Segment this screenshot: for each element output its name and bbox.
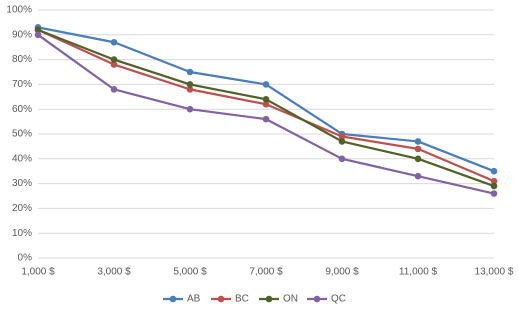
legend-label: QC [331, 294, 346, 305]
data-point [414, 172, 422, 180]
y-tick-label: 0% [18, 253, 33, 264]
data-point [414, 155, 422, 163]
x-tick-label: 11,000 $ [399, 267, 438, 278]
x-tick-label: 13,000 $ [475, 267, 514, 278]
data-point [186, 81, 194, 88]
data-point [490, 190, 498, 197]
data-point [110, 61, 118, 68]
y-tick-label: 100% [6, 5, 32, 16]
legend-marker [313, 295, 321, 303]
y-tick-label: 20% [12, 203, 32, 214]
x-tick-label: 3,000 $ [97, 267, 131, 278]
data-point [262, 81, 270, 88]
y-tick-label: 50% [12, 129, 32, 140]
y-tick-label: 40% [12, 153, 32, 164]
y-tick-label: 30% [12, 178, 32, 189]
data-point [262, 115, 270, 123]
legend-marker [265, 295, 273, 303]
data-point [490, 167, 498, 175]
series-line [37, 28, 495, 188]
data-point [338, 133, 346, 140]
y-tick-label: 90% [12, 29, 32, 40]
data-point [338, 155, 346, 163]
data-point [186, 68, 194, 76]
y-tick-label: 80% [12, 54, 32, 65]
data-point [490, 177, 498, 185]
data-point [414, 138, 422, 145]
data-point [414, 145, 422, 153]
data-point [338, 138, 346, 145]
data-point [262, 95, 270, 103]
data-point [490, 182, 498, 190]
data-point [34, 31, 42, 39]
legend-label: ON [283, 294, 298, 305]
data-point [262, 100, 270, 108]
legend-marker [217, 295, 225, 303]
data-point [110, 56, 118, 63]
series-line [37, 33, 495, 195]
legend-label: BC [235, 294, 249, 305]
y-tick-label: 70% [12, 79, 32, 90]
y-tick-label: 60% [12, 104, 32, 115]
data-point [186, 105, 194, 113]
x-tick-label: 9,000 $ [325, 267, 359, 278]
legend-label: AB [187, 294, 201, 305]
x-tick-label: 7,000 $ [249, 267, 283, 278]
data-point [110, 38, 118, 46]
legend-marker [169, 295, 177, 303]
x-tick-label: 1,000 $ [21, 267, 55, 278]
x-tick-label: 5,000 $ [173, 267, 207, 278]
y-tick-label: 10% [12, 228, 32, 239]
data-point [34, 26, 42, 34]
data-point [186, 86, 194, 93]
data-point [110, 86, 118, 93]
